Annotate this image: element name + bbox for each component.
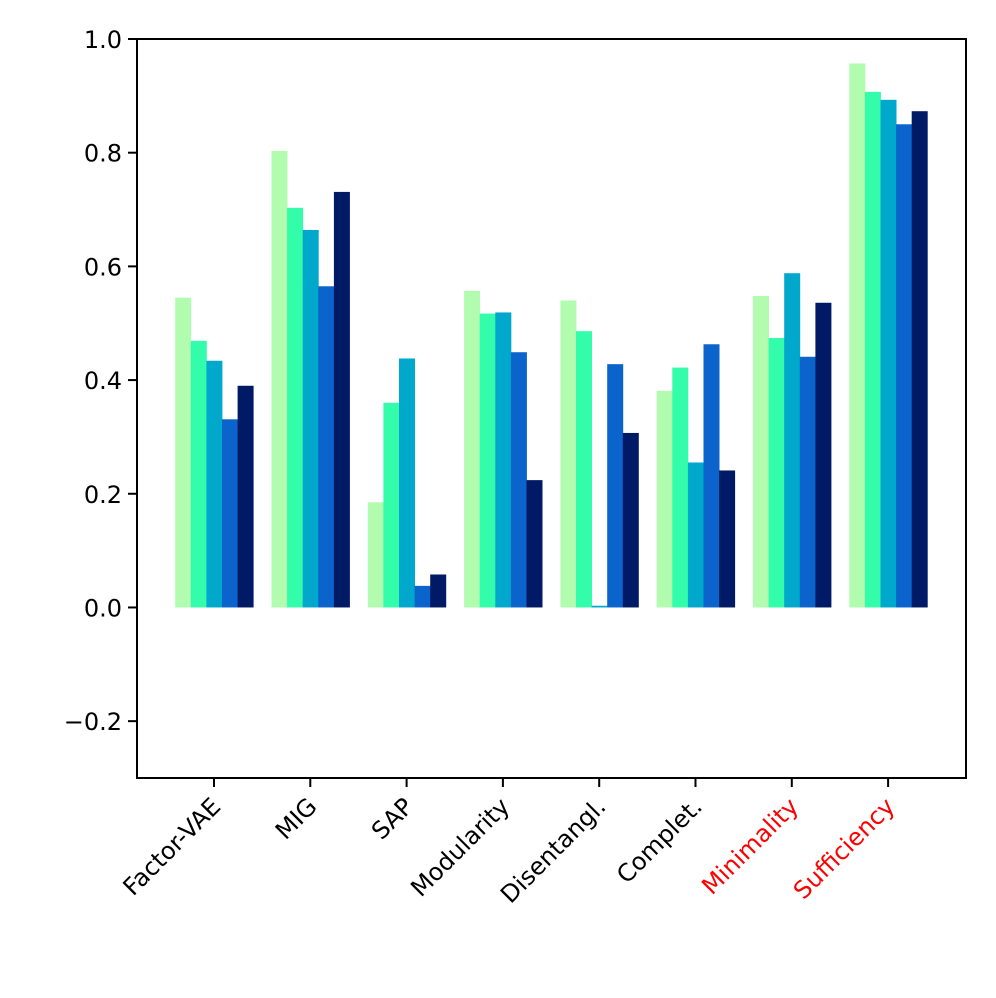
bar	[815, 302, 832, 608]
bar	[753, 295, 769, 608]
bar	[383, 402, 400, 608]
bar	[302, 230, 319, 608]
x-tick-label: Factor-VAE	[118, 792, 227, 901]
bar	[271, 150, 288, 608]
bar	[333, 191, 350, 608]
bars-group	[175, 63, 928, 608]
bar	[495, 312, 512, 608]
bar	[719, 470, 736, 608]
y-tick-label: 0.4	[84, 367, 122, 395]
bar	[430, 574, 447, 608]
bar	[768, 338, 785, 608]
plot-frame	[136, 38, 967, 779]
x-tick-label: SAP	[366, 792, 419, 845]
bar	[367, 502, 384, 608]
bar	[464, 290, 481, 608]
bar	[607, 364, 624, 608]
bar	[287, 207, 304, 608]
x-tick-label: MIG	[270, 792, 323, 845]
bar	[911, 111, 928, 608]
bar	[399, 358, 415, 608]
bar	[784, 273, 801, 608]
y-tick-label: 0.8	[84, 140, 122, 168]
bar	[222, 419, 238, 608]
bar	[414, 585, 431, 608]
bar	[687, 462, 704, 608]
bar	[560, 300, 577, 608]
y-tick-label: 0.2	[84, 481, 122, 509]
bar	[576, 331, 592, 608]
x-tick-label: Complet.	[611, 792, 708, 889]
bar	[591, 605, 608, 608]
bar	[510, 352, 527, 608]
y-tick-label: 0.6	[84, 253, 122, 281]
bar	[479, 313, 496, 608]
y-tick-label: 1.0	[84, 26, 122, 54]
bar	[237, 385, 254, 608]
bar	[799, 356, 816, 608]
bar	[656, 390, 673, 608]
bar	[622, 432, 639, 608]
bar	[672, 367, 689, 608]
bar	[190, 340, 207, 608]
bar	[896, 124, 913, 608]
y-axis: −0.2 0.0 0.2 0.4 0.6 0.8 1.0	[64, 26, 137, 736]
bar	[849, 63, 866, 608]
bar	[206, 360, 223, 608]
bar	[703, 344, 720, 608]
y-tick-label: −0.2	[64, 708, 122, 736]
bar	[318, 286, 335, 608]
bar	[175, 297, 192, 608]
bar	[864, 91, 881, 608]
y-tick-label: 0.0	[84, 594, 122, 622]
bar	[880, 99, 897, 608]
bar	[526, 480, 543, 608]
x-tick-label: Sufficiency	[788, 792, 900, 904]
